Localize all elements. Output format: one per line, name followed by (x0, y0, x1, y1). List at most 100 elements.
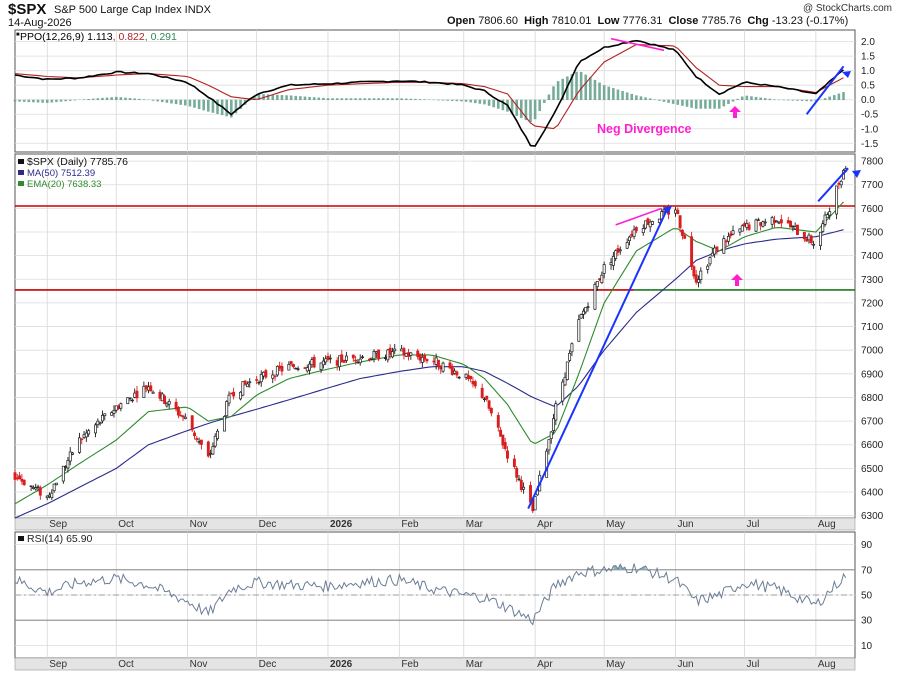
ppo-histogram-bar (87, 98, 90, 101)
price-candle-body (321, 360, 325, 366)
ppo-histogram-bar (800, 99, 804, 101)
price-candle-body (163, 395, 167, 404)
ppo-histogram-bar (257, 94, 261, 101)
x-tick-label-bottom: Jul (747, 659, 760, 670)
price-candle-body (151, 391, 155, 394)
price-candle-body (165, 403, 169, 407)
ppo-histogram-bar (211, 99, 215, 113)
x-tick-label: Dec (259, 519, 277, 530)
price-candle-body (50, 492, 54, 498)
ppo-histogram-bar (354, 98, 357, 101)
price-candle-body (80, 438, 84, 441)
price-candle-body (147, 386, 150, 391)
x-tick-label: Sep (49, 519, 67, 530)
price-y-tick-label: 7000 (861, 346, 884, 357)
price-candle-body (512, 458, 516, 467)
price-y-tick-label: 6800 (861, 393, 884, 404)
price-candle-body (570, 343, 574, 353)
rsi-legend-swatch (18, 536, 24, 541)
x-tick-label: May (606, 519, 625, 530)
x-tick-label: Feb (401, 519, 419, 530)
close-label: Close (668, 15, 699, 27)
price-candle-body (206, 441, 210, 457)
ppo-histogram-bar (41, 99, 44, 103)
ppo-histogram-bar (119, 97, 123, 101)
price-candle-body (71, 452, 74, 455)
price-candle-body (271, 374, 275, 379)
ppo-histogram-bar (312, 97, 316, 101)
ppo-histogram-bar (699, 99, 703, 109)
ppo-histogram-bar (50, 99, 54, 103)
price-candle-body (84, 432, 88, 438)
price-candle-body (657, 218, 661, 223)
price-candle-body (779, 219, 783, 224)
ppo-histogram-bar (437, 99, 440, 101)
price-pane-frame (14, 153, 856, 519)
ppo-histogram-bar (303, 96, 307, 101)
ppo-divergence-line (610, 37, 665, 52)
ppo-histogram-bar (197, 99, 201, 110)
price-candle-body (453, 370, 457, 374)
ppo-histogram-bar (358, 98, 362, 101)
ppo-histogram-bar (837, 93, 841, 101)
ppo-histogram-bar (349, 98, 353, 101)
ppo-legend-item: PPO(12,26,9) 1.113 (20, 31, 113, 43)
x-tick-label: Oct (118, 519, 134, 530)
price-candle-body (464, 373, 468, 378)
ppo-histogram-bar (151, 99, 155, 101)
ppo-legend: PPO(12,26,9) 1.113, 0.822, 0.291 (20, 31, 177, 43)
chg-value: -13.23 (-0.17%) (771, 15, 849, 27)
ppo-histogram-bar (142, 99, 146, 101)
price-legend-swatch (18, 181, 24, 186)
price-candle-body (259, 374, 263, 383)
ppo-histogram-bar (786, 99, 790, 101)
ppo-histogram-bar (184, 99, 187, 106)
price-candle-body (255, 379, 259, 381)
price-candle-body (176, 407, 180, 416)
price-pink-arrow-icon (731, 274, 743, 286)
ppo-blue-arrow-head-icon (842, 71, 851, 78)
price-legend-swatch (18, 159, 24, 164)
price-candle-body (565, 361, 569, 380)
price-candle-body (232, 391, 236, 397)
price-candle-body (326, 356, 330, 360)
price-candle-body (149, 385, 153, 392)
ppo-histogram-bar (612, 88, 615, 101)
price-candle-body (471, 380, 475, 385)
price-candle-body (87, 430, 91, 435)
ppo-histogram-bar (450, 99, 454, 101)
neg-divergence-label: Neg Divergence (597, 122, 692, 136)
price-candle-body (754, 219, 758, 232)
price-candle-body (699, 270, 703, 280)
price-candle-body (197, 441, 201, 443)
price-candle-body (632, 229, 636, 238)
price-candle-body (473, 381, 477, 387)
price-candle-body (287, 364, 291, 371)
x-tick-label-bottom: Oct (118, 659, 134, 670)
ppo-histogram-bar (225, 99, 229, 117)
ppo-y-tick-label: -1.0 (861, 124, 879, 135)
price-candle-body (616, 248, 620, 253)
price-candle-body (745, 223, 749, 228)
price-candle-body (199, 439, 203, 445)
ppo-histogram-bar (128, 98, 132, 101)
ppo-histogram-bar (520, 99, 523, 118)
price-candle-body (722, 238, 726, 254)
ppo-histogram-bar (280, 95, 284, 101)
price-blue-trend-line (527, 205, 670, 509)
price-candle-body (644, 220, 648, 229)
price-candle-body (683, 235, 687, 239)
ppo-histogram-bar (27, 99, 31, 103)
x-tick-label-bottom: Mar (466, 659, 484, 670)
price-candle-body (554, 403, 558, 421)
price-candle-body (280, 365, 284, 372)
ppo-histogram-bar (363, 98, 367, 101)
price-candle-body (303, 367, 307, 369)
ppo-histogram-bar (763, 98, 767, 101)
price-y-tick-label: 6500 (861, 464, 884, 475)
ppo-histogram-bar (32, 99, 35, 103)
ppo-histogram-bar (253, 96, 256, 101)
ppo-histogram-bar (745, 95, 749, 101)
ppo-histogram-bar (160, 99, 164, 103)
price-candle-body (809, 235, 813, 243)
